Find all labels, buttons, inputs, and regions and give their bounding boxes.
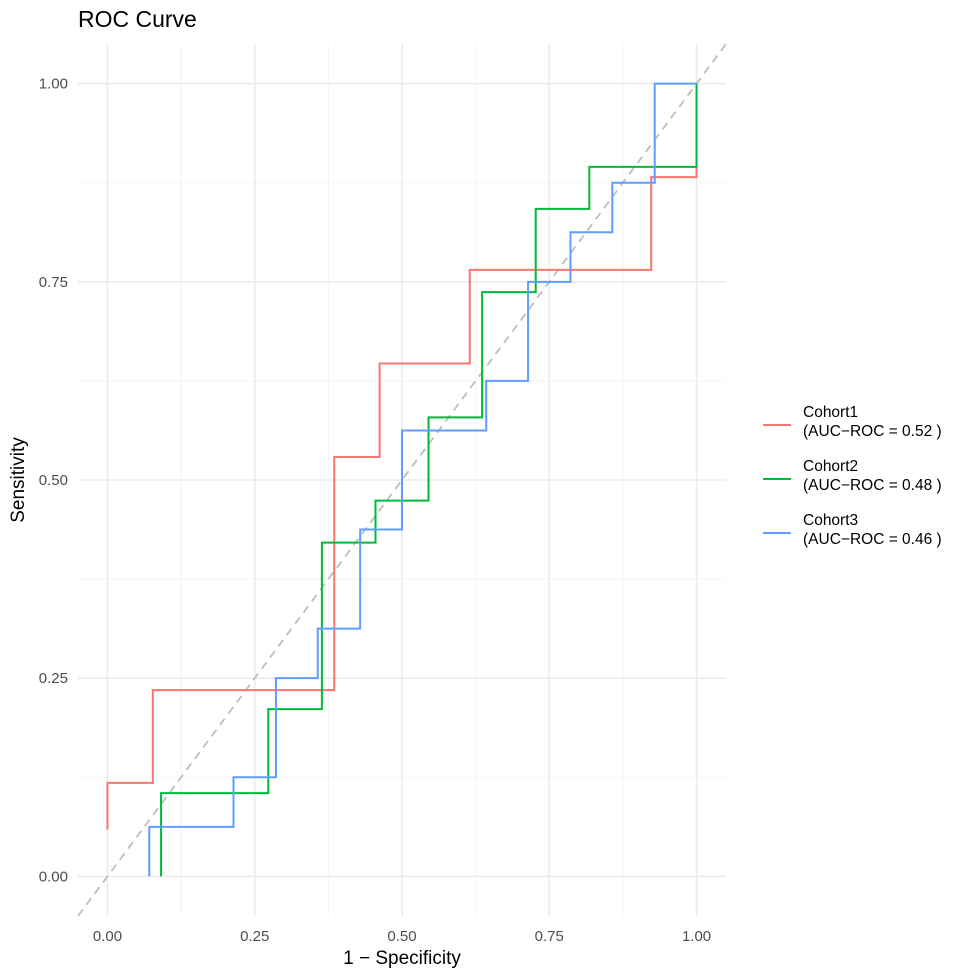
y-axis-ticks: 0.00 0.25 0.50 0.75 1.00 xyxy=(39,76,68,886)
legend-label-name: Cohort3 xyxy=(803,512,858,529)
y-tick-label: 1.00 xyxy=(39,76,68,93)
x-tick-label: 0.00 xyxy=(93,928,122,945)
legend: Cohort1 (AUC−ROC = 0.52 ) Cohort2 (AUC−ROC … xyxy=(763,404,942,548)
legend-label-name: Cohort2 xyxy=(803,458,858,475)
y-tick-label: 0.50 xyxy=(39,472,68,489)
x-tick-label: 1.00 xyxy=(682,928,711,945)
x-tick-label: 0.50 xyxy=(387,928,416,945)
y-tick-label: 0.00 xyxy=(39,868,68,885)
series-line-cohort3 xyxy=(148,82,697,877)
series-line-cohort2 xyxy=(160,83,698,877)
x-axis-title: 1 − Specificity xyxy=(343,948,461,969)
x-tick-label: 0.25 xyxy=(240,928,269,945)
series-line-cohort1 xyxy=(106,83,698,830)
x-axis-ticks: 0.00 0.25 0.50 0.75 1.00 xyxy=(93,928,711,945)
roc-series xyxy=(106,82,698,877)
legend-label-auc: (AUC−ROC = 0.46 ) xyxy=(803,531,942,548)
y-tick-label: 0.25 xyxy=(39,670,68,687)
y-tick-label: 0.75 xyxy=(39,274,68,291)
y-axis-title: Sensitivity xyxy=(8,437,29,523)
chart-title: ROC Curve xyxy=(78,6,197,32)
major-gridlines xyxy=(78,44,726,916)
x-tick-label: 0.75 xyxy=(535,928,564,945)
legend-label-auc: (AUC−ROC = 0.52 ) xyxy=(803,423,942,440)
legend-label-auc: (AUC−ROC = 0.48 ) xyxy=(803,477,942,494)
legend-label-name: Cohort1 xyxy=(803,404,858,421)
